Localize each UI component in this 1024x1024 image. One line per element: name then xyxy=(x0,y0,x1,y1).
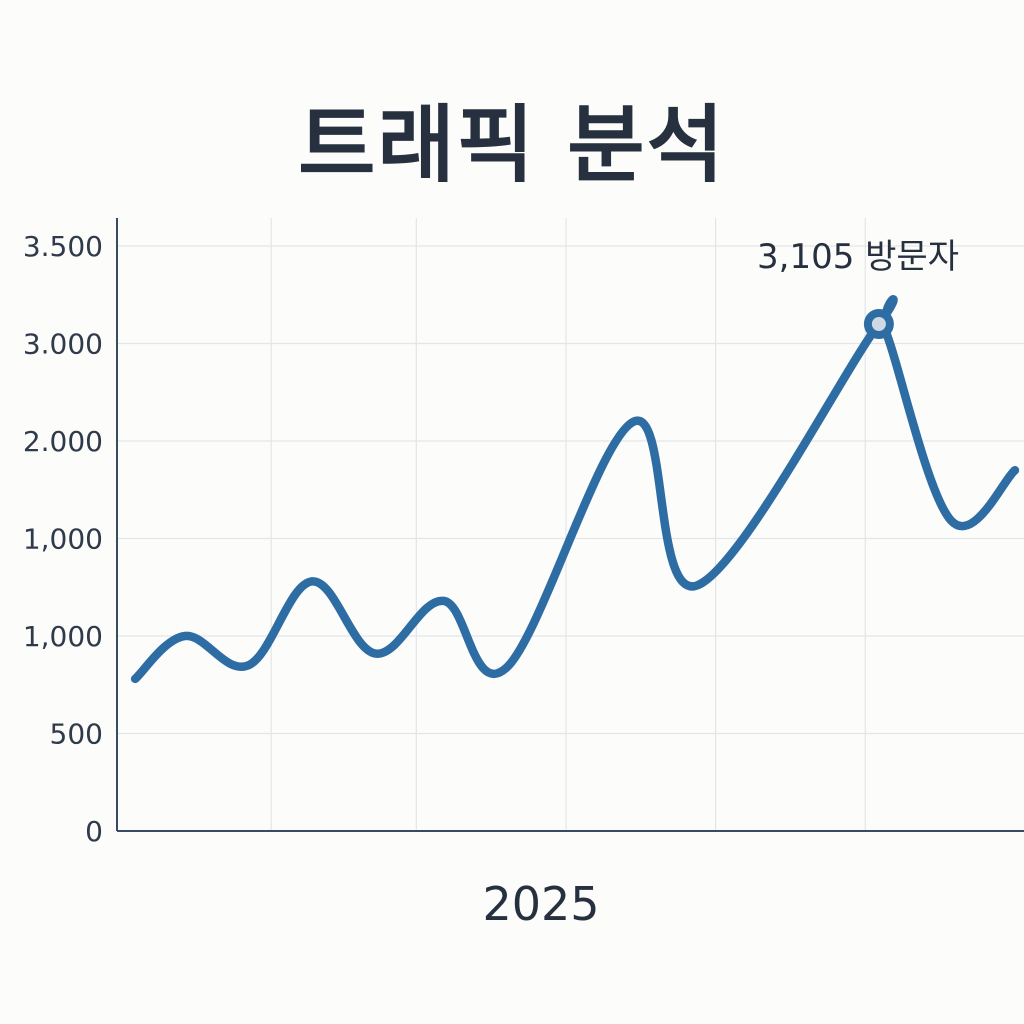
chart-title: 트래픽 분석 xyxy=(298,96,726,194)
x-axis-label: 2025 xyxy=(482,877,599,931)
series-line xyxy=(130,295,1020,684)
y-tick-label: 1,000 xyxy=(23,620,103,653)
y-tick-label: 1,000 xyxy=(23,523,103,556)
y-tick-labels: 0 500 1,000 1,000 2.000 3.000 3.500 xyxy=(23,230,103,848)
peak-annotation: 3,105 방문자 xyxy=(757,237,959,277)
peak-marker-center xyxy=(871,317,886,331)
series-layer xyxy=(130,295,1020,684)
y-tick-label: 3.500 xyxy=(23,230,103,263)
y-tick-label: 3.000 xyxy=(23,328,103,361)
highlight-layer: 3,105 방문자 xyxy=(757,237,959,339)
y-tick-label: 500 xyxy=(50,718,103,751)
y-tick-label: 0 xyxy=(85,815,103,848)
axes xyxy=(116,218,1024,832)
y-tick-label: 2.000 xyxy=(23,425,103,458)
